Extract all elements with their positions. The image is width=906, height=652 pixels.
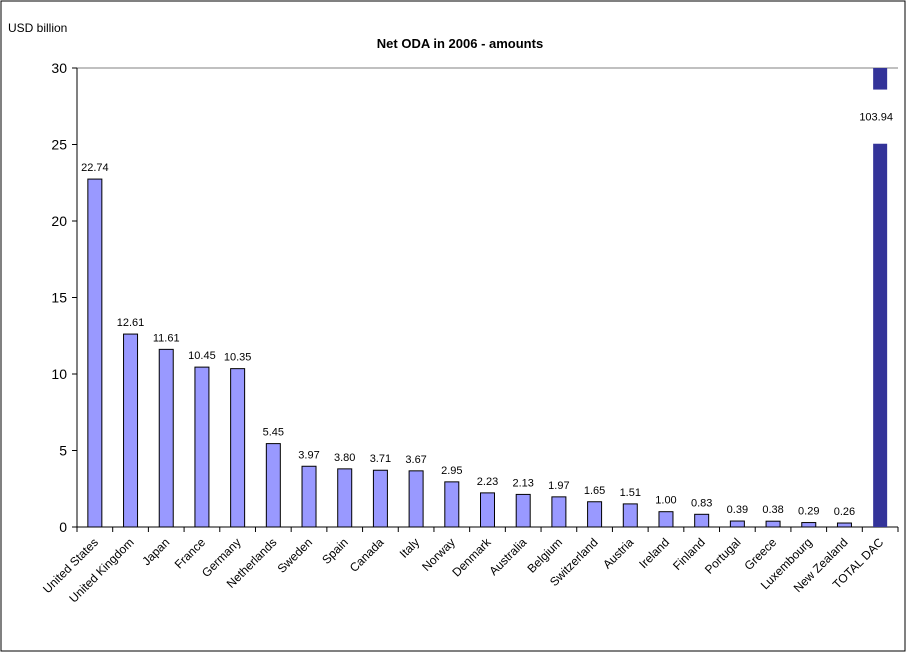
axis-break-gap — [871, 89, 890, 144]
data-label: 10.35 — [224, 352, 252, 364]
y-axis-unit-label: USD billion — [8, 21, 67, 35]
data-label: 0.29 — [798, 506, 819, 518]
y-tick-label: 10 — [51, 366, 67, 382]
data-label: 0.38 — [762, 504, 783, 516]
data-label: 22.74 — [81, 162, 109, 174]
y-tick-label: 30 — [51, 60, 67, 76]
bar — [123, 333, 139, 528]
bar — [230, 368, 246, 528]
bar — [87, 178, 103, 528]
bar — [729, 520, 745, 528]
bar-total-dac — [873, 68, 888, 527]
bars-group — [87, 68, 890, 528]
bar — [587, 501, 603, 528]
data-label: 3.67 — [405, 454, 426, 466]
data-label: 103.94 — [859, 112, 893, 124]
bar — [372, 469, 388, 528]
data-label: 0.26 — [834, 506, 855, 518]
data-label: 0.83 — [691, 497, 712, 509]
bar — [658, 511, 674, 528]
bar — [194, 366, 210, 528]
data-label: 1.51 — [620, 487, 641, 499]
y-tick-label: 0 — [59, 519, 67, 535]
bar — [158, 348, 174, 528]
data-label: 10.45 — [188, 350, 216, 362]
data-label: 5.45 — [263, 427, 284, 439]
y-tick-label: 5 — [59, 443, 67, 459]
chart-title: Net ODA in 2006 - amounts — [377, 36, 543, 51]
data-label: 12.61 — [117, 317, 145, 329]
data-label: 3.80 — [334, 452, 355, 464]
bar — [765, 520, 781, 528]
bar — [265, 443, 281, 528]
data-label: 1.00 — [655, 495, 676, 507]
bar — [801, 522, 817, 528]
data-label: 1.65 — [584, 485, 605, 497]
data-label: 1.97 — [548, 480, 569, 492]
data-label: 2.95 — [441, 465, 462, 477]
bar — [551, 496, 567, 528]
y-tick-label: 25 — [51, 137, 67, 153]
bar — [301, 465, 317, 528]
bar — [337, 468, 353, 528]
bar — [622, 503, 638, 528]
data-label: 2.13 — [512, 477, 533, 489]
bar — [836, 522, 852, 528]
data-label: 3.71 — [370, 453, 391, 465]
data-label: 0.39 — [727, 504, 748, 516]
y-tick-label: 15 — [51, 290, 67, 306]
data-labels-group: 22.74 12.61 11.61 10.45 10.35 5.45 3.97 3.80 3.7… — [81, 112, 893, 518]
y-tick-label: 20 — [51, 213, 67, 229]
bar — [408, 470, 424, 528]
bar — [694, 513, 710, 528]
bar — [480, 492, 495, 528]
data-label: 3.97 — [298, 449, 319, 461]
bar — [444, 481, 460, 528]
data-label: 2.23 — [477, 476, 498, 488]
bar — [515, 493, 531, 528]
data-label: 11.61 — [153, 332, 180, 344]
